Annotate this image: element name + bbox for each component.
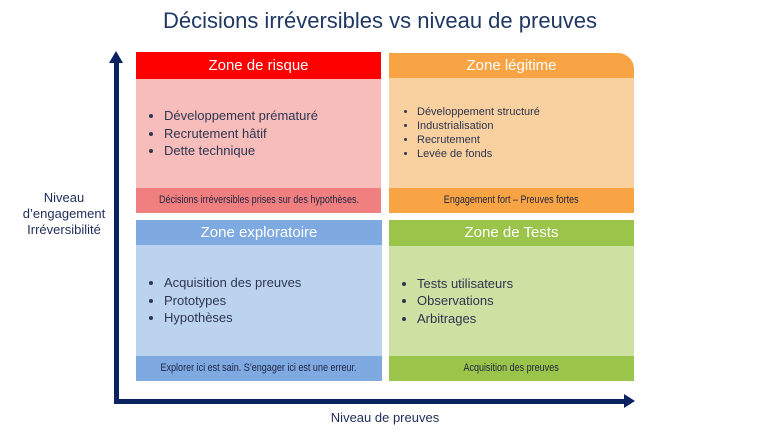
- quadrant-header: Zone de risque: [136, 52, 381, 79]
- list-item: Acquisition des preuves: [164, 274, 301, 292]
- list-item: Prototypes: [164, 292, 301, 310]
- quadrant-zone-de-risque: Zone de risque Développement prématuré R…: [136, 52, 381, 213]
- quadrant-list: Développement structuré Industrialisatio…: [389, 105, 540, 161]
- quadrant-body: Développement prématuré Recrutement hâti…: [136, 79, 381, 188]
- quadrant-body: Développement structuré Industrialisatio…: [389, 78, 634, 188]
- quadrant-list: Acquisition des preuves Prototypes Hypot…: [136, 274, 301, 327]
- quadrant-footer: Acquisition des preuves: [463, 362, 560, 374]
- x-axis-label: Niveau de preuves: [330, 410, 440, 425]
- quadrant-zone-de-tests: Zone de Tests Tests utilisateurs Observa…: [389, 220, 634, 381]
- y-axis-label: Niveau d’engagement Irréversibilité: [10, 190, 118, 238]
- list-item: Observations: [417, 292, 513, 310]
- quadrant-zone-exploratoire: Zone exploratoire Acquisition des preuve…: [136, 220, 382, 381]
- quadrant-body: Tests utilisateurs Observations Arbitrag…: [389, 246, 634, 356]
- quadrant-footer-bar: Décisions irréversibles prises sur des h…: [136, 188, 381, 213]
- list-item: Industrialisation: [417, 119, 540, 133]
- quadrant-list: Tests utilisateurs Observations Arbitrag…: [389, 275, 513, 328]
- list-item: Hypothèses: [164, 309, 301, 327]
- right-arrow-icon: [624, 394, 635, 408]
- list-item: Recrutement: [417, 133, 540, 147]
- quadrant-body: Acquisition des preuves Prototypes Hypot…: [136, 245, 382, 356]
- y-axis-label-line: Irréversibilité: [27, 222, 101, 237]
- list-item: Développement structuré: [417, 105, 540, 119]
- list-item: Recrutement hâtif: [164, 125, 318, 143]
- quadrant-footer: Explorer ici est sain. S’engager ici est…: [160, 362, 358, 374]
- quadrant-header: Zone exploratoire: [136, 220, 382, 245]
- quadrant-footer-bar: Acquisition des preuves: [389, 356, 634, 381]
- list-item: Arbitrages: [417, 310, 513, 328]
- diagram-title: Décisions irréversibles vs niveau de pre…: [162, 8, 598, 33]
- y-axis-label-line: d’engagement: [22, 206, 106, 221]
- quadrant-footer-bar: Engagement fort – Preuves fortes: [389, 188, 634, 213]
- quadrant-header: Zone légitime: [389, 53, 634, 78]
- quadrant-zone-legitime: Zone légitime Développement structuré In…: [389, 53, 634, 213]
- list-item: Tests utilisateurs: [417, 275, 513, 293]
- list-item: Levée de fonds: [417, 147, 540, 161]
- quadrant-footer: Décisions irréversibles prises sur des h…: [158, 194, 359, 206]
- list-item: Développement prématuré: [164, 107, 318, 125]
- y-axis-label-line: Niveau: [43, 190, 85, 205]
- list-item: Dette technique: [164, 142, 318, 160]
- quadrant-footer-bar: Explorer ici est sain. S’engager ici est…: [136, 356, 382, 381]
- quadrant-footer: Engagement fort – Preuves fortes: [444, 194, 579, 206]
- y-axis-line: [114, 62, 119, 404]
- quadrant-list: Développement prématuré Recrutement hâti…: [136, 107, 318, 160]
- quadrant-header: Zone de Tests: [389, 220, 634, 246]
- up-arrow-icon: [109, 51, 123, 63]
- x-axis-line: [114, 399, 626, 404]
